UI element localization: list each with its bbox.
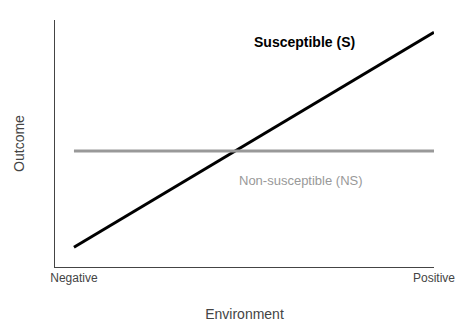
svg-text:Susceptible (S): Susceptible (S) <box>254 34 355 50</box>
svg-text:Environment: Environment <box>205 306 284 322</box>
svg-text:Negative: Negative <box>50 271 98 285</box>
svg-text:Outcome: Outcome <box>11 115 27 172</box>
svg-text:Positive: Positive <box>413 271 455 285</box>
svg-text:Non-susceptible (NS): Non-susceptible (NS) <box>239 173 363 188</box>
